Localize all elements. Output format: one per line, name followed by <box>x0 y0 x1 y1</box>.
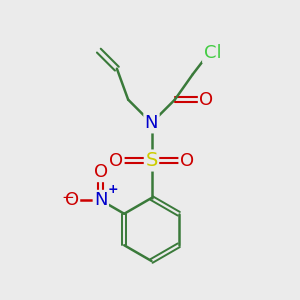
Text: O: O <box>94 163 108 181</box>
Text: +: + <box>108 183 118 196</box>
Text: N: N <box>94 191 108 209</box>
Text: O: O <box>180 152 194 169</box>
Text: O: O <box>109 152 123 169</box>
Text: O: O <box>199 91 213 109</box>
Text: S: S <box>145 151 158 170</box>
Text: N: N <box>145 114 158 132</box>
Text: −: − <box>61 190 74 205</box>
Text: Cl: Cl <box>203 44 221 62</box>
Text: O: O <box>65 191 79 209</box>
